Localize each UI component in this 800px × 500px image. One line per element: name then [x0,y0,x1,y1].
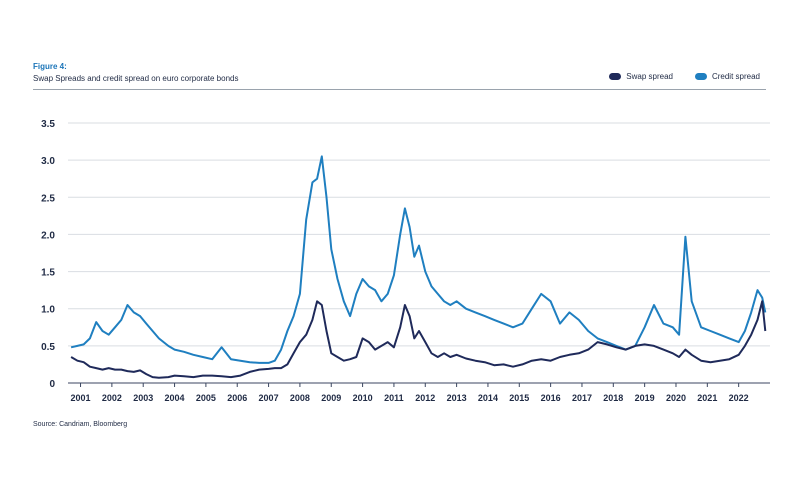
y-tick-label: 1.5 [41,268,55,279]
x-tick-label: 2015 [509,393,529,403]
x-tick-label: 2017 [572,393,592,403]
x-tick-label: 2003 [133,393,153,403]
legend-swatch-swap [609,73,622,80]
x-tick-label: 2020 [666,393,686,403]
legend-label-swap: Swap spread [626,72,673,81]
y-axis-ticks: 0 0.5 1.0 1.5 2.0 2.5 3.0 3.5 [41,119,55,390]
legend-item-credit: Credit spread [694,72,760,81]
x-tick-label: 2004 [165,393,185,403]
x-tick-label: 2007 [259,393,279,403]
legend-swatch-credit [694,73,707,80]
figure-label: Figure 4: [33,62,67,71]
x-tick-label: 2005 [196,393,216,403]
x-tick-label: 2008 [290,393,310,403]
x-tick-label: 2021 [697,393,717,403]
x-tick-label: 2012 [415,393,435,403]
y-tick-label: 2.0 [41,230,55,241]
header-divider [33,89,766,90]
x-tick-label: 2022 [729,393,749,403]
series-lines [70,155,767,379]
x-tick-label: 2010 [353,393,373,403]
gridlines [68,122,770,384]
x-tick-label: 2018 [603,393,623,403]
y-tick-label: 2.5 [41,193,55,204]
legend: Swap spread Credit spread [609,72,760,81]
x-tick-label: 2009 [321,393,341,403]
y-tick-label: 0 [49,379,55,390]
chart-title: Swap Spreads and credit spread on euro c… [33,74,239,83]
x-axis-ticks: 2001 2002 2003 2004 2005 2006 2007 2008 2009 2010… [71,383,749,403]
x-tick-label: 2011 [384,393,404,403]
swap-spread-line [70,300,767,379]
x-tick-label: 2014 [478,393,498,403]
credit-spread-line [70,155,767,364]
y-tick-label: 0.5 [41,342,55,353]
x-tick-label: 2016 [541,393,561,403]
y-tick-label: 3.5 [41,119,55,130]
y-tick-label: 1.0 [41,305,55,316]
x-tick-label: 2006 [227,393,247,403]
legend-item-swap: Swap spread [609,72,673,81]
x-tick-label: 2002 [102,393,122,403]
x-tick-label: 2019 [635,393,655,403]
source-note: Source: Candriam, Bloomberg [33,421,128,428]
y-tick-label: 3.0 [41,156,55,167]
x-tick-label: 2001 [71,393,91,403]
x-tick-label: 2013 [447,393,467,403]
legend-label-credit: Credit spread [711,72,760,81]
